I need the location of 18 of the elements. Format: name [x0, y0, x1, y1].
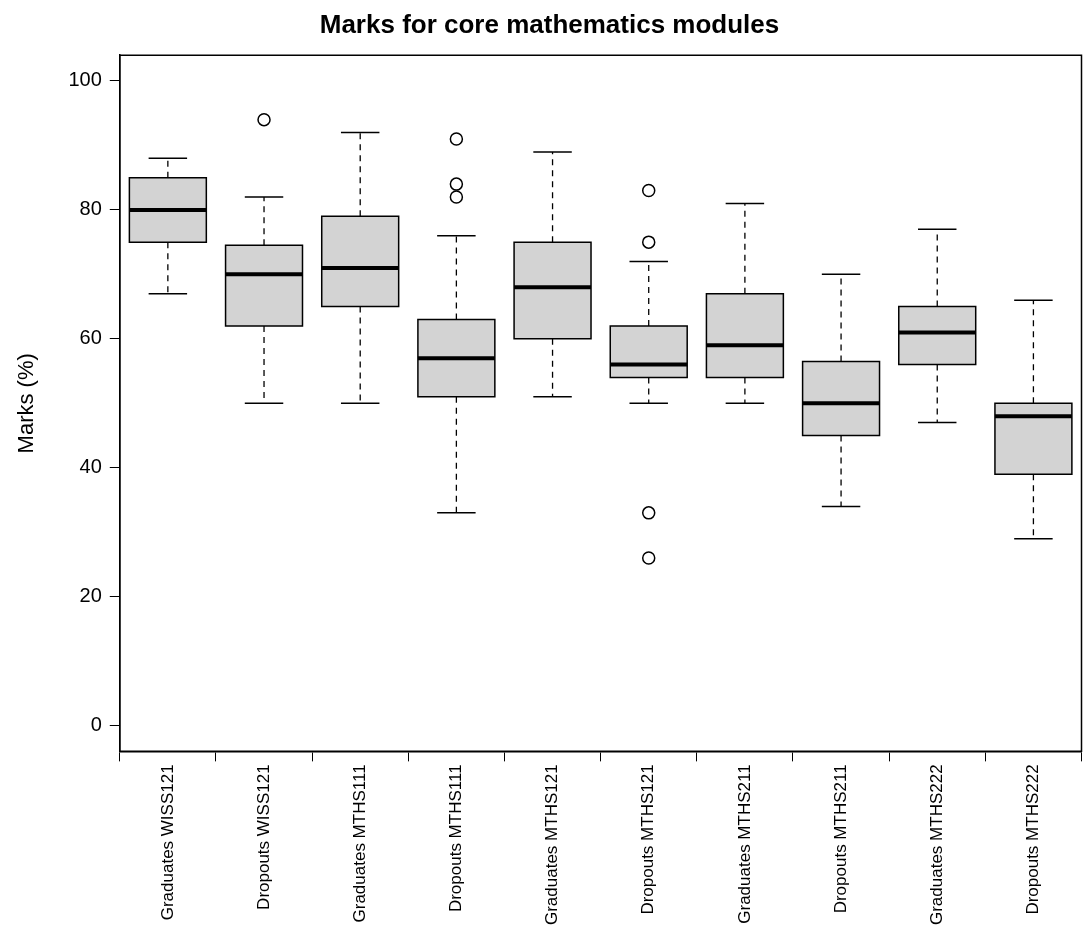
x-tick-label: Dropouts WISS121 [253, 764, 273, 910]
y-tick-label: 80 [79, 197, 102, 220]
x-tick-label: Graduates MTHS111 [349, 764, 369, 923]
x-tick-label: Graduates WISS121 [157, 764, 177, 921]
y-tick-label: 40 [79, 455, 102, 478]
y-axis-title: Marks (%) [13, 353, 39, 454]
y-tick-label: 0 [90, 713, 102, 736]
x-tick-label: Dropouts MTHS111 [446, 764, 466, 913]
x-tick-label: Dropouts MTHS222 [1023, 764, 1043, 915]
x-tick-label: Graduates MTHS211 [734, 764, 754, 924]
x-tick-label: Dropouts MTHS211 [830, 764, 850, 914]
x-tick-label: Graduates MTHS222 [926, 764, 946, 926]
x-tick-label: Dropouts MTHS121 [638, 764, 658, 915]
chart-title: Marks for core mathematics modules [319, 8, 780, 39]
y-tick-label: 100 [68, 68, 102, 91]
y-tick-label: 20 [79, 584, 102, 607]
y-tick-label: 60 [79, 326, 102, 349]
x-tick-label: Graduates MTHS121 [542, 764, 562, 926]
